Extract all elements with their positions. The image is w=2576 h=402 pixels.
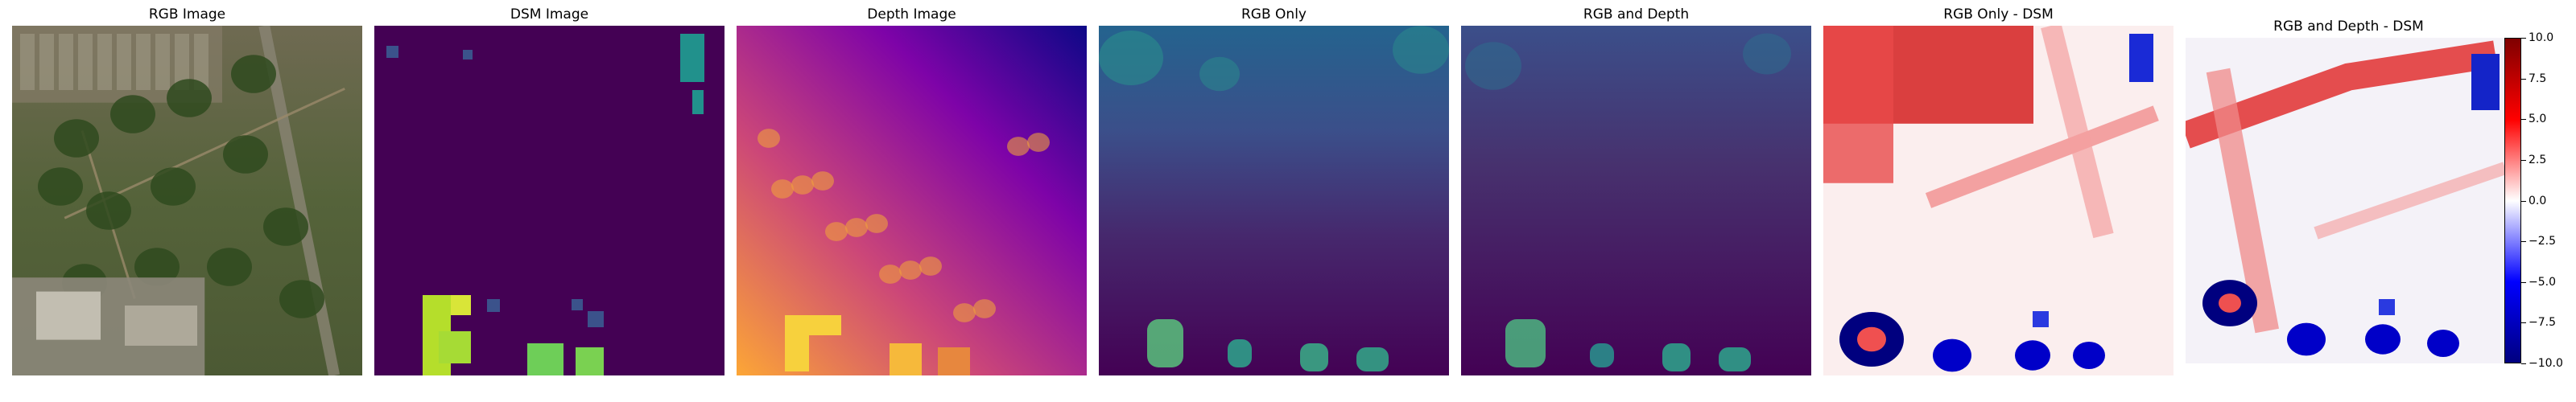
panel-pred2 (1461, 26, 1811, 375)
colorbar-tick (2521, 363, 2526, 364)
colorbar (2504, 38, 2521, 363)
panel-image-pred1 (1099, 26, 1449, 375)
colorbar-tick-label: 10.0 (2529, 31, 2554, 44)
panel-rgb (12, 24, 362, 377)
colorbar-tick-label: −7.5 (2529, 316, 2556, 330)
colorbar-tick (2521, 281, 2526, 283)
colorbar-tick (2521, 119, 2526, 121)
panel-image-diff2 (2181, 38, 2512, 363)
panel-image-dsm (374, 26, 724, 379)
panel-title: DSM Image (510, 6, 589, 23)
colorbar-tick (2521, 200, 2526, 202)
colorbar-tick-label: 2.5 (2529, 153, 2547, 166)
colorbar-tick-label: 5.0 (2529, 113, 2547, 126)
panel-title: RGB Only (1241, 6, 1307, 23)
colorbar-tick (2521, 38, 2526, 39)
colorbar-tick-label: 7.5 (2529, 72, 2547, 85)
panel-title: RGB Only - DSM (1943, 6, 2054, 23)
panel-image-rgb (12, 24, 362, 377)
colorbar-tick (2521, 78, 2526, 80)
panel-pred1 (1099, 26, 1449, 375)
colorbar-tick-label: −2.5 (2529, 235, 2556, 248)
panel-title: Depth Image (867, 6, 956, 23)
colorbar-tick-label: 0.0 (2529, 194, 2547, 207)
panel-title: RGB and Depth - DSM (2273, 18, 2424, 35)
colorbar-tick (2521, 322, 2526, 324)
panel-depth (737, 26, 1087, 375)
colorbar-tick (2521, 159, 2526, 161)
panel-image-depth (737, 26, 1087, 375)
colorbar-tick-label: −5.0 (2529, 275, 2556, 289)
panel-image-diff1 (1823, 23, 2174, 375)
panel-diff1 (1823, 23, 2174, 375)
panel-title: RGB and Depth (1583, 6, 1690, 23)
colorbar-tick-label: −10.0 (2529, 357, 2563, 370)
panel-image-pred2 (1461, 26, 1811, 375)
panel-dsm (374, 26, 724, 379)
colorbar-tick (2521, 241, 2526, 243)
panel-title: RGB Image (148, 6, 226, 23)
panel-diff2 (2181, 38, 2512, 363)
